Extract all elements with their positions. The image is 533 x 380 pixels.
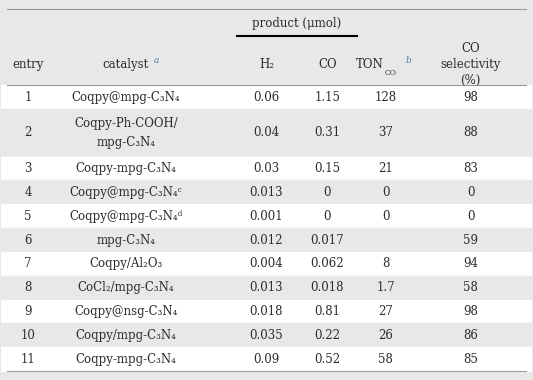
Text: 59: 59 (463, 234, 478, 247)
Text: 27: 27 (378, 305, 393, 318)
Text: 1: 1 (24, 90, 31, 104)
Text: 0.018: 0.018 (250, 305, 283, 318)
Text: 0.017: 0.017 (311, 234, 344, 247)
Bar (2, 85, 531, 109)
Text: 11: 11 (21, 353, 35, 366)
Text: 86: 86 (463, 329, 478, 342)
Text: a: a (154, 55, 159, 65)
Text: 0: 0 (324, 210, 331, 223)
Text: 1.7: 1.7 (376, 281, 395, 294)
Text: 0.012: 0.012 (250, 234, 283, 247)
Text: 8: 8 (382, 257, 390, 270)
Text: 128: 128 (375, 90, 397, 104)
Text: 0.018: 0.018 (311, 281, 344, 294)
Text: 83: 83 (463, 162, 478, 175)
Text: 26: 26 (378, 329, 393, 342)
Bar (2, 204, 531, 228)
Text: CO: CO (384, 69, 396, 77)
Text: catalyst: catalyst (103, 59, 149, 71)
Text: 37: 37 (378, 126, 393, 139)
Text: 0: 0 (382, 210, 390, 223)
Text: 10: 10 (20, 329, 35, 342)
Text: 1.15: 1.15 (314, 90, 341, 104)
Text: 0.22: 0.22 (314, 329, 341, 342)
Text: b: b (406, 55, 411, 65)
Text: 0.06: 0.06 (253, 90, 280, 104)
Text: 9: 9 (24, 305, 31, 318)
Text: 0: 0 (324, 186, 331, 199)
Text: 2: 2 (24, 126, 31, 139)
Text: 94: 94 (463, 257, 478, 270)
Bar (2, 323, 531, 347)
Text: 0.09: 0.09 (253, 353, 280, 366)
Text: CoCl₂/mpg-C₃N₄: CoCl₂/mpg-C₃N₄ (78, 281, 174, 294)
Text: 0.062: 0.062 (311, 257, 344, 270)
Text: Coqpy@mpg-C₃N₄: Coqpy@mpg-C₃N₄ (71, 90, 180, 104)
Text: Coqpy@mpg-C₃N₄ᵈ: Coqpy@mpg-C₃N₄ᵈ (69, 210, 183, 223)
Text: 0.013: 0.013 (249, 186, 284, 199)
Text: 0.004: 0.004 (249, 257, 284, 270)
Text: 0.013: 0.013 (249, 281, 284, 294)
Text: 21: 21 (378, 162, 393, 175)
Text: 58: 58 (463, 281, 478, 294)
Text: Coqpy@nsg-C₃N₄: Coqpy@nsg-C₃N₄ (74, 305, 177, 318)
Text: 0.035: 0.035 (249, 329, 284, 342)
Text: 8: 8 (24, 281, 31, 294)
Text: 0.81: 0.81 (314, 305, 341, 318)
Bar (2, 299, 531, 323)
Text: 0.15: 0.15 (314, 162, 341, 175)
Text: H₂: H₂ (259, 59, 274, 71)
Text: 5: 5 (24, 210, 31, 223)
Text: Coqpy-mpg-C₃N₄: Coqpy-mpg-C₃N₄ (76, 353, 176, 366)
Text: 0.03: 0.03 (253, 162, 280, 175)
Bar (2, 347, 531, 371)
Text: 0.31: 0.31 (314, 126, 341, 139)
Text: 4: 4 (24, 186, 31, 199)
Text: entry: entry (12, 59, 44, 71)
Bar (2, 276, 531, 299)
Text: Coqpy/mpg-C₃N₄: Coqpy/mpg-C₃N₄ (76, 329, 176, 342)
Bar (2, 180, 531, 204)
Text: Coqpy-mpg-C₃N₄: Coqpy-mpg-C₃N₄ (76, 162, 176, 175)
Text: Coqpy/Al₂O₃: Coqpy/Al₂O₃ (90, 257, 163, 270)
Text: 0: 0 (467, 186, 474, 199)
Text: 6: 6 (24, 234, 31, 247)
Text: 85: 85 (463, 353, 478, 366)
Text: product (μmol): product (μmol) (252, 17, 342, 30)
Text: 0: 0 (467, 210, 474, 223)
Bar (2, 157, 531, 180)
Text: 0.001: 0.001 (249, 210, 284, 223)
Text: 88: 88 (463, 126, 478, 139)
Bar (2, 252, 531, 276)
Text: 0.52: 0.52 (314, 353, 341, 366)
Bar (2, 228, 531, 252)
Text: CO
selectivity
(%): CO selectivity (%) (440, 43, 501, 87)
Text: mpg-C₃N₄: mpg-C₃N₄ (96, 234, 156, 247)
Text: 98: 98 (463, 90, 478, 104)
Text: TON: TON (356, 59, 383, 71)
Text: Coqpy-Ph-COOH/: Coqpy-Ph-COOH/ (74, 117, 178, 130)
Text: 98: 98 (463, 305, 478, 318)
Text: 7: 7 (24, 257, 31, 270)
Text: 3: 3 (24, 162, 31, 175)
Text: 0.04: 0.04 (253, 126, 280, 139)
Text: 58: 58 (378, 353, 393, 366)
Text: Coqpy@mpg-C₃N₄ᶜ: Coqpy@mpg-C₃N₄ᶜ (70, 186, 182, 199)
Text: mpg-C₃N₄: mpg-C₃N₄ (96, 136, 156, 149)
Text: 0: 0 (382, 186, 390, 199)
Text: CO: CO (318, 59, 337, 71)
